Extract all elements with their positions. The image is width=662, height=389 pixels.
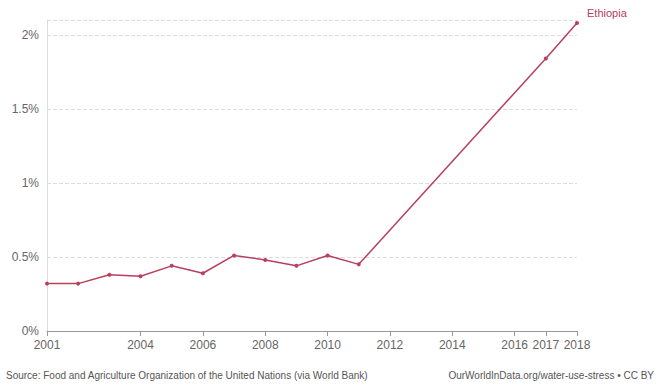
svg-text:0.5%: 0.5% — [12, 250, 40, 264]
svg-text:2018: 2018 — [564, 338, 591, 352]
svg-text:2001: 2001 — [34, 338, 61, 352]
svg-text:2014: 2014 — [439, 338, 466, 352]
svg-text:2012: 2012 — [377, 338, 404, 352]
svg-text:0%: 0% — [22, 324, 40, 338]
svg-text:1.5%: 1.5% — [12, 102, 40, 116]
svg-text:2%: 2% — [22, 28, 40, 42]
svg-text:2016: 2016 — [501, 338, 528, 352]
svg-text:Source: Food and Agriculture O: Source: Food and Agriculture Organizatio… — [6, 370, 368, 381]
svg-text:2006: 2006 — [190, 338, 217, 352]
svg-text:2010: 2010 — [314, 338, 341, 352]
svg-text:1%: 1% — [22, 176, 40, 190]
svg-text:Ethiopia: Ethiopia — [587, 7, 628, 19]
svg-text:2008: 2008 — [252, 338, 279, 352]
svg-text:2004: 2004 — [127, 338, 154, 352]
svg-text:OurWorldInData.org/water-use-s: OurWorldInData.org/water-use-stress • CC… — [448, 370, 654, 381]
svg-text:2017: 2017 — [532, 338, 559, 352]
